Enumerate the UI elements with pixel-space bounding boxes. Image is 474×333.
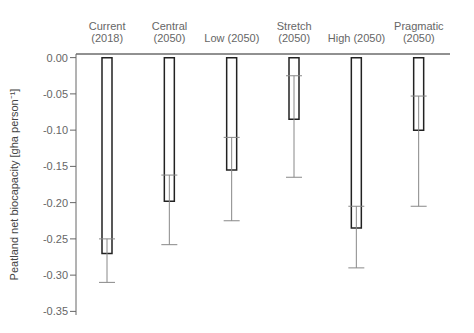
svg-text:Current(2018): Current(2018) — [89, 20, 126, 44]
svg-text:Central(2050): Central(2050) — [152, 20, 187, 44]
svg-text:Low (2050): Low (2050) — [204, 32, 259, 44]
svg-text:-0.25: -0.25 — [43, 233, 68, 245]
svg-text:High (2050): High (2050) — [328, 32, 385, 44]
svg-text:0.00: 0.00 — [47, 52, 68, 64]
svg-text:-0.35: -0.35 — [43, 305, 68, 317]
svg-text:-0.10: -0.10 — [43, 124, 68, 136]
svg-text:Peatland net biocapacity [gha: Peatland net biocapacity [gha person⁻¹] — [8, 89, 20, 281]
svg-text:Pragmatic(2050): Pragmatic(2050) — [394, 20, 444, 44]
svg-text:-0.20: -0.20 — [43, 197, 68, 209]
svg-text:-0.30: -0.30 — [43, 269, 68, 281]
svg-text:Stretch(2050): Stretch(2050) — [277, 20, 312, 44]
svg-text:-0.15: -0.15 — [43, 160, 68, 172]
svg-text:-0.05: -0.05 — [43, 88, 68, 100]
